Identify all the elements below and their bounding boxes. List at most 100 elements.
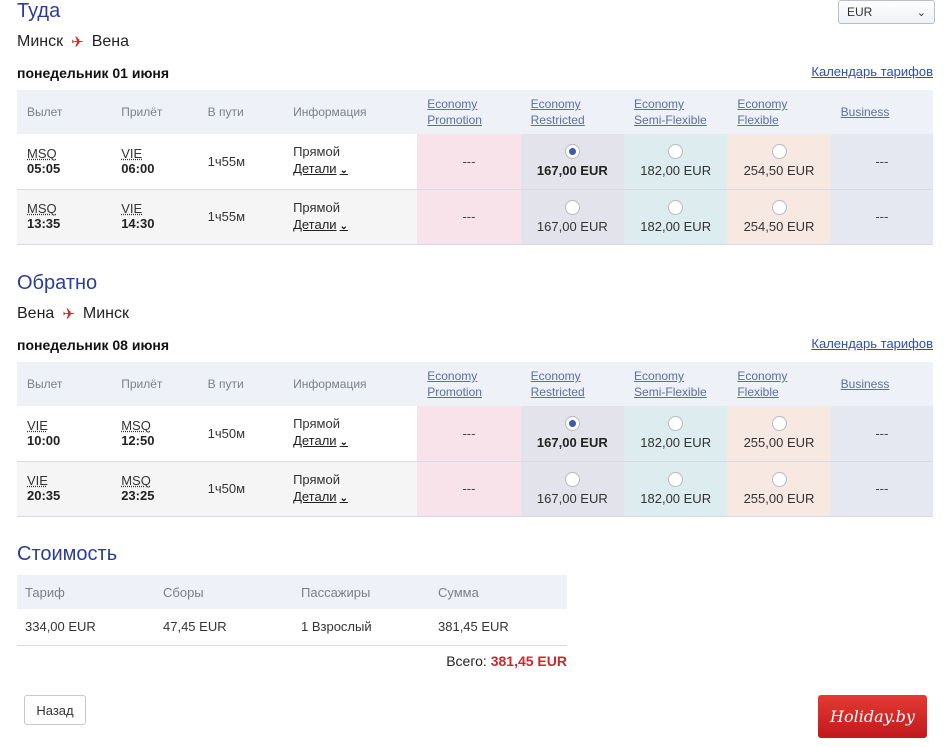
- col-arrival: Прилёт: [111, 362, 198, 406]
- plane-icon: ✈: [62, 306, 75, 323]
- sum-value: 381,45 EUR: [430, 609, 567, 646]
- fare-header-promotion[interactable]: Economy Promotion: [417, 90, 521, 134]
- fare-calendar-link[interactable]: Календарь тарифов: [811, 64, 933, 79]
- radio-selected[interactable]: [564, 144, 580, 160]
- price: 167,00 EUR: [536, 163, 608, 179]
- duration: 1ч55м: [207, 209, 246, 224]
- fare-cell-restricted[interactable]: 167,00 EUR: [520, 406, 625, 462]
- radio[interactable]: [771, 199, 787, 215]
- radio[interactable]: [564, 199, 580, 215]
- price: 254,50 EUR: [743, 163, 815, 179]
- price: 167,00 EUR: [536, 490, 608, 506]
- dep-code[interactable]: VIE: [27, 473, 48, 488]
- price: 182,00 EUR: [640, 435, 712, 451]
- fare-header-restricted[interactable]: Economy Restricted: [520, 362, 625, 406]
- details-link[interactable]: Детали ⌄: [293, 216, 348, 232]
- duration: 1ч55м: [207, 153, 246, 169]
- return-title: Обратно: [17, 272, 98, 294]
- arr-code[interactable]: MSQ: [121, 473, 151, 488]
- fare-cell-flexible[interactable]: 255,00 EUR: [727, 406, 831, 462]
- fare-cell-semi-flexible[interactable]: 182,00 EUR: [624, 134, 728, 190]
- fare-cell-promotion: ---: [417, 406, 521, 462]
- table-row: VIE 20:35 MSQ 23:25 1ч50м Прямой Детали ⌄ --…: [17, 461, 933, 517]
- col-duration: В пути: [197, 90, 284, 134]
- return-route: Вена ✈ Минск: [17, 305, 129, 323]
- fare-cell-promotion: ---: [417, 189, 521, 245]
- fare-cell-business: ---: [830, 134, 933, 190]
- chevron-down-icon: ⌄: [339, 165, 348, 177]
- fare-cell-flexible[interactable]: 255,00 EUR: [727, 461, 831, 517]
- fare-header-promotion[interactable]: Economy Promotion: [417, 362, 521, 406]
- dep-time: 20:35: [27, 488, 61, 503]
- arr-code[interactable]: MSQ: [121, 417, 151, 433]
- fare-cell-flexible[interactable]: 254,50 EUR: [727, 189, 831, 245]
- fare-header-restricted[interactable]: Economy Restricted: [520, 90, 625, 134]
- fare-cell-restricted[interactable]: 167,00 EUR: [520, 461, 625, 517]
- radio[interactable]: [668, 471, 684, 487]
- duration: 1ч50м: [207, 481, 246, 496]
- price: 255,00 EUR: [743, 490, 815, 506]
- total-label: Всего:: [446, 653, 487, 669]
- fare-calendar-link[interactable]: Календарь тарифов: [811, 336, 933, 351]
- fare-header-business[interactable]: Business: [830, 90, 933, 134]
- dep-code[interactable]: MSQ: [27, 201, 57, 216]
- col-duration: В пути: [197, 362, 284, 406]
- details-link[interactable]: Детали ⌄: [293, 433, 348, 449]
- col-arrival: Прилёт: [111, 90, 198, 134]
- radio[interactable]: [668, 199, 684, 215]
- holiday-logo[interactable]: Holiday.by: [818, 695, 927, 738]
- radio[interactable]: [668, 416, 684, 432]
- table-row: MSQ 13:35 VIE 14:30 1ч55м Прямой Детали ⌄ --…: [17, 189, 933, 245]
- arr-time: 14:30: [121, 216, 155, 231]
- details-link[interactable]: Детали ⌄: [293, 161, 348, 177]
- fare-header-business[interactable]: Business: [830, 362, 933, 406]
- price: 182,00 EUR: [640, 490, 712, 506]
- fare-cell-semi-flexible[interactable]: 182,00 EUR: [624, 189, 728, 245]
- price: 182,00 EUR: [640, 163, 712, 179]
- price: 254,50 EUR: [743, 218, 815, 234]
- fare-cell-restricted[interactable]: 167,00 EUR: [520, 134, 625, 190]
- route-from: Минск: [17, 33, 64, 50]
- arr-time: 12:50: [121, 432, 155, 448]
- fare-header-flexible[interactable]: Economy Flexible: [727, 362, 831, 406]
- return-date: понедельник 08 июня: [17, 337, 170, 353]
- fare-cell-business: ---: [830, 461, 933, 517]
- dep-code[interactable]: MSQ: [27, 145, 57, 161]
- outbound-flights-table: Вылет Прилёт В пути Информация Economy Pr…: [17, 90, 933, 245]
- col-info: Информация: [283, 90, 418, 134]
- chevron-down-icon: ⌄: [916, 6, 926, 19]
- radio[interactable]: [771, 416, 787, 432]
- outbound-route: Минск ✈ Вена: [17, 33, 129, 51]
- route-from: Вена: [17, 305, 55, 322]
- details-link[interactable]: Детали ⌄: [293, 488, 348, 504]
- radio[interactable]: [564, 471, 580, 487]
- price: 255,00 EUR: [743, 435, 815, 451]
- col-sum: Сумма: [430, 575, 567, 609]
- route-to: Вена: [91, 33, 129, 50]
- currency-select[interactable]: EUR ⌄: [838, 0, 935, 24]
- fare-cell-flexible[interactable]: 254,50 EUR: [727, 134, 831, 190]
- table-header: Вылет Прилёт В пути Информация Economy Pr…: [17, 90, 933, 134]
- fare-cell-restricted[interactable]: 167,00 EUR: [520, 189, 625, 245]
- flight-type: Прямой: [293, 471, 340, 487]
- radio-selected[interactable]: [564, 416, 580, 432]
- fare-header-semi-flexible[interactable]: Economy Semi-Flexible: [624, 90, 728, 134]
- fare-header-semi-flexible[interactable]: Economy Semi-Flexible: [624, 362, 728, 406]
- arr-time: 23:25: [121, 488, 155, 503]
- cost-title: Стоимость: [17, 543, 118, 565]
- fare-cell-promotion: ---: [417, 461, 521, 517]
- dep-code[interactable]: VIE: [27, 417, 48, 433]
- table-row: MSQ 05:05 VIE 06:00 1ч55м Прямой Детали ⌄ --…: [17, 134, 933, 190]
- radio[interactable]: [771, 471, 787, 487]
- chevron-down-icon: ⌄: [339, 220, 348, 232]
- arr-code[interactable]: VIE: [121, 201, 143, 216]
- plane-icon: ✈: [71, 34, 84, 51]
- back-button[interactable]: Назад: [24, 695, 86, 725]
- fare-cell-semi-flexible[interactable]: 182,00 EUR: [624, 406, 728, 462]
- arr-code[interactable]: VIE: [121, 145, 143, 161]
- fare-header-flexible[interactable]: Economy Flexible: [727, 90, 831, 134]
- fare-cell-semi-flexible[interactable]: 182,00 EUR: [624, 461, 728, 517]
- radio[interactable]: [668, 144, 684, 160]
- radio[interactable]: [771, 144, 787, 160]
- chevron-down-icon: ⌄: [339, 437, 348, 449]
